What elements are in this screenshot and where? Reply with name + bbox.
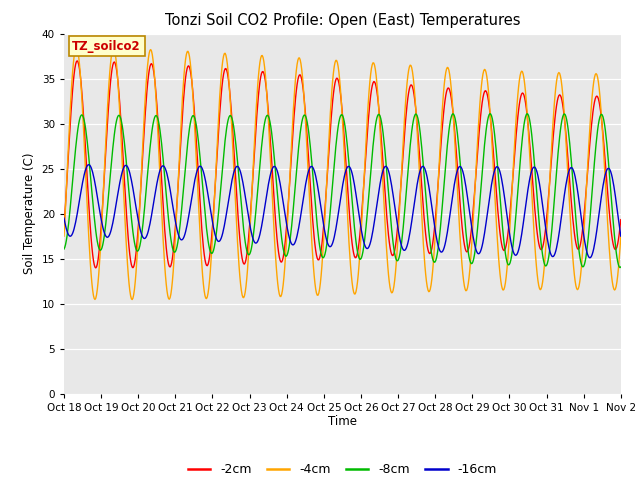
X-axis label: Time: Time <box>328 415 357 429</box>
Legend: -2cm, -4cm, -8cm, -16cm: -2cm, -4cm, -8cm, -16cm <box>183 458 502 480</box>
Text: TZ_soilco2: TZ_soilco2 <box>72 40 141 53</box>
Y-axis label: Soil Temperature (C): Soil Temperature (C) <box>23 153 36 275</box>
Title: Tonzi Soil CO2 Profile: Open (East) Temperatures: Tonzi Soil CO2 Profile: Open (East) Temp… <box>164 13 520 28</box>
